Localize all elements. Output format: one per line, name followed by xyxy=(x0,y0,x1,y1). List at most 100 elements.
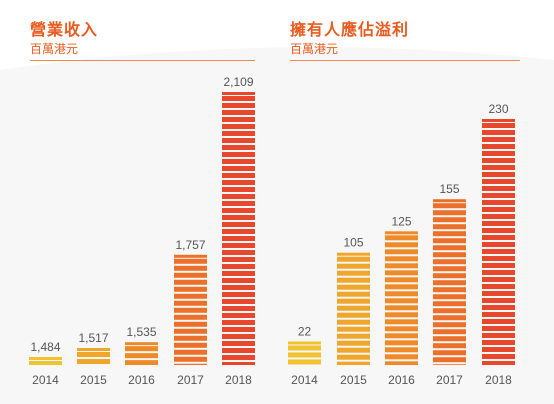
bar-stripe xyxy=(433,364,466,365)
revenue-year-label: 2014 xyxy=(32,373,59,387)
revenue-year-label: 2017 xyxy=(177,373,204,387)
bar-stripe xyxy=(222,180,255,185)
revenue-value-label: 2,109 xyxy=(223,75,253,89)
bar-stripe xyxy=(385,354,418,360)
bar-cap xyxy=(77,347,110,351)
bar-stripe xyxy=(222,327,255,332)
bar-stripe xyxy=(222,173,255,178)
bar-stripe xyxy=(174,293,207,299)
bar-stripe xyxy=(482,284,515,289)
bar-stripe xyxy=(385,277,418,283)
bar-stripe xyxy=(29,361,62,365)
bar-stripe xyxy=(222,299,255,304)
bar-cap xyxy=(222,92,255,95)
bar-stripe xyxy=(337,284,370,290)
bar-stripe xyxy=(385,256,418,262)
bar-stripe xyxy=(337,340,370,346)
bar-stripe xyxy=(433,315,466,321)
bar-stripe xyxy=(337,354,370,360)
bar-stripe xyxy=(433,294,466,300)
revenue-year-label: 2018 xyxy=(225,373,252,387)
bar-stripe xyxy=(433,329,466,335)
bar-stripe xyxy=(174,342,207,348)
bar-stripe xyxy=(482,137,515,142)
revenue-bar-2017 xyxy=(174,254,207,365)
bar-stripe xyxy=(433,273,466,279)
profit-chart-header: 擁有人應佔溢利 百萬港元 xyxy=(290,20,520,61)
bar-stripe xyxy=(482,270,515,275)
bar-stripe xyxy=(337,256,370,262)
revenue-chart-header: 營業收入 百萬港元 xyxy=(30,20,255,61)
bar-stripe xyxy=(433,217,466,223)
bar-stripe xyxy=(125,360,158,365)
bar-stripe xyxy=(222,341,255,346)
profit-value-label: 105 xyxy=(343,236,363,250)
profit-value-label: 155 xyxy=(439,182,459,196)
profit-bar-2017 xyxy=(433,199,466,365)
bar-stripe xyxy=(222,243,255,248)
bar-cap xyxy=(288,341,321,345)
bar-stripe xyxy=(433,301,466,307)
bar-stripe xyxy=(222,131,255,136)
bar-stripe xyxy=(174,272,207,278)
bar-stripe xyxy=(433,245,466,251)
bar-stripe xyxy=(222,215,255,220)
bar-stripe xyxy=(222,229,255,234)
bar-stripe xyxy=(174,307,207,313)
bar-stripe xyxy=(222,320,255,325)
profit-bar-2018 xyxy=(482,119,515,365)
bar-stripe xyxy=(288,352,321,358)
bar-stripe xyxy=(482,214,515,219)
bar-stripe xyxy=(433,322,466,328)
bar-stripe xyxy=(288,345,321,351)
bar-stripe xyxy=(385,319,418,325)
bar-stripe xyxy=(77,351,110,357)
bar-stripe xyxy=(222,264,255,269)
bar-stripe xyxy=(433,357,466,363)
bar-stripe xyxy=(482,158,515,163)
bar-stripe xyxy=(222,208,255,213)
bar-cap xyxy=(29,357,62,360)
bar-stripe xyxy=(482,151,515,156)
bar-stripe xyxy=(482,165,515,170)
bar-stripe xyxy=(174,265,207,271)
bar-stripe xyxy=(385,312,418,318)
revenue-year-label: 2016 xyxy=(128,373,155,387)
bar-stripe xyxy=(222,145,255,150)
bar-stripe xyxy=(482,179,515,184)
bar-stripe xyxy=(433,336,466,342)
bar-stripe xyxy=(222,362,255,365)
bar-stripe xyxy=(125,346,158,352)
bar-stripe xyxy=(385,270,418,276)
bar-stripe xyxy=(337,305,370,311)
bar-stripe xyxy=(433,259,466,265)
revenue-bar-2014 xyxy=(29,357,62,365)
bar-stripe xyxy=(482,221,515,226)
bar-stripe xyxy=(482,193,515,198)
revenue-bar-2016 xyxy=(125,342,158,365)
bar-stripe xyxy=(337,347,370,353)
bar-stripe xyxy=(222,117,255,122)
bar-stripe xyxy=(433,210,466,216)
revenue-chart-unit: 百萬港元 xyxy=(30,42,79,56)
bar-stripe xyxy=(337,291,370,297)
bar-stripe xyxy=(385,361,418,365)
profit-value-label: 22 xyxy=(298,324,312,338)
bar-stripe xyxy=(385,333,418,339)
bar-cap xyxy=(174,254,207,258)
bar-stripe xyxy=(125,353,158,359)
revenue-value-label: 1,535 xyxy=(126,325,156,339)
bar-stripe xyxy=(222,110,255,115)
bar-stripe xyxy=(385,284,418,290)
bar-stripe xyxy=(222,306,255,311)
bar-stripe xyxy=(174,356,207,362)
profit-year-label: 2016 xyxy=(388,373,415,387)
bar-stripe xyxy=(337,277,370,283)
revenue-value-label: 1,517 xyxy=(78,331,108,345)
bar-stripe xyxy=(222,222,255,227)
bar-stripe xyxy=(174,314,207,320)
bar-stripe xyxy=(77,358,110,364)
profit-year-label: 2018 xyxy=(485,373,512,387)
